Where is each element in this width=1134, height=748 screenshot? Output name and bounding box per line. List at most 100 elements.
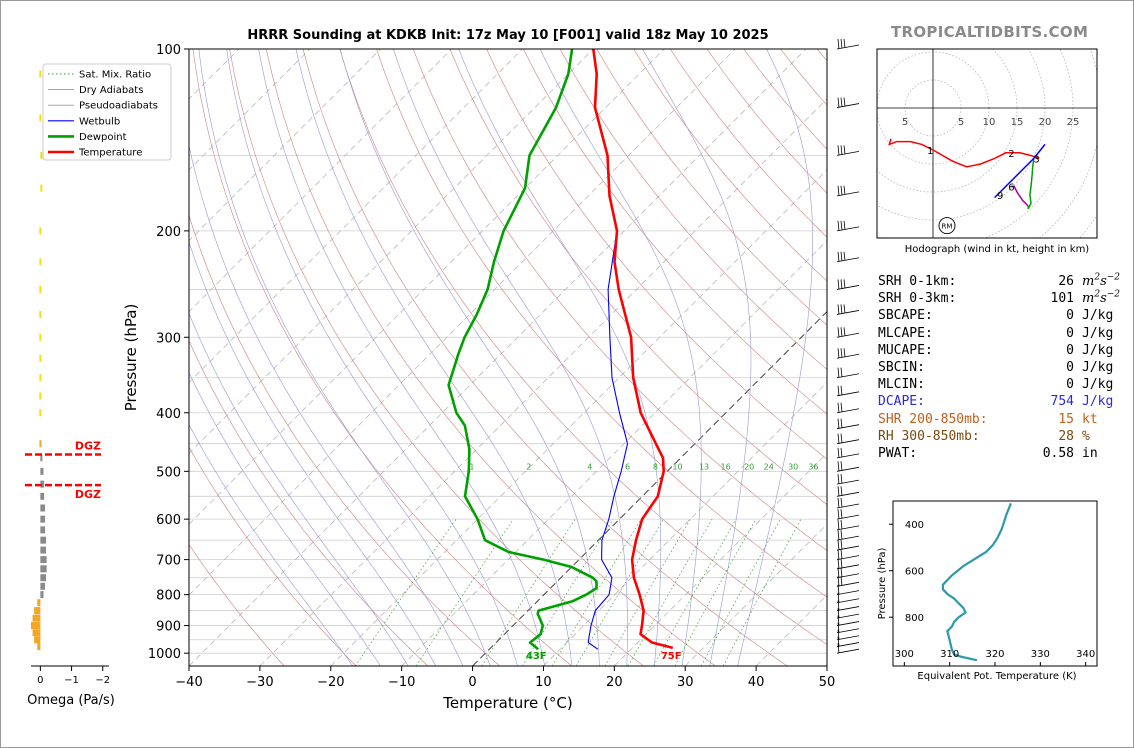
legend-entry: Wetbulb: [79, 116, 120, 127]
parameter-value: 0: [1066, 377, 1074, 393]
legend-entry: Dry Adiabats: [79, 85, 143, 96]
wind-barb: [836, 622, 860, 634]
pseudoadiabat: [189, 144, 464, 666]
pseudoadiabat: [737, 49, 813, 666]
pseudoadiabat: [189, 241, 436, 666]
isotherm-line: [614, 452, 827, 666]
wind-barb: [836, 615, 860, 626]
parameter-row: DCAPE: 754 J/kg: [878, 393, 1120, 410]
hodograph-segment: [994, 143, 1046, 199]
dry-adiabat: [266, 49, 716, 666]
mixing-ratio-line: [722, 519, 802, 666]
chart-title: HRRR Sounding at KDKB Init: 17z May 10 […: [247, 28, 769, 43]
wind-barb: [836, 592, 860, 604]
wind-barb: [836, 367, 860, 379]
dry-adiabat: [189, 446, 357, 666]
parameter-unit: J/kg: [1082, 308, 1114, 324]
parameter-unit: J/kg: [1082, 394, 1114, 410]
hodograph-height-label: 3: [1033, 154, 1039, 165]
omega-bar: [32, 614, 41, 622]
pseudoadiabat: [198, 49, 491, 666]
dry-adiabat: [376, 49, 827, 598]
mixing-ratio-line: [674, 519, 757, 666]
omega-bar: [39, 354, 42, 362]
parameter-row: PWAT: 0.58 in: [878, 445, 1120, 462]
pseudoadiabat: [539, 49, 702, 666]
dgz-label: DGZ: [75, 488, 101, 501]
isotherm-line: [189, 49, 736, 596]
temperature-line: [592, 49, 674, 650]
mixing-ratio-line: [415, 519, 514, 666]
theta-e-tick-label: 310: [940, 649, 959, 660]
omega-bar: [39, 285, 42, 293]
x-tick-label: −10: [388, 675, 415, 690]
dry-adiabat: [449, 49, 827, 505]
skewt-frame: [188, 48, 828, 667]
wind-barb: [836, 385, 860, 397]
parameter-label: RH 300-850mb:: [878, 428, 980, 444]
dewpoint-line: [447, 49, 598, 651]
theta-e-x-label: Equivalent Pot. Temperature (K): [917, 671, 1076, 682]
legend-entry: Temperature: [78, 148, 142, 159]
mixing-ratio-label: 36: [808, 462, 818, 471]
omega-bar: [40, 556, 47, 564]
theta-e-ytick-label: 400: [905, 520, 924, 531]
theta-e-tick-label: 340: [1076, 649, 1095, 660]
x-tick-label: −30: [246, 675, 273, 690]
wind-barb: [836, 145, 860, 156]
pseudoadiabat: [189, 371, 381, 666]
omega-bar: [40, 467, 44, 475]
omega-bar: [37, 643, 41, 651]
parameter-value: 101: [1050, 291, 1074, 307]
mixing-ratio-line: [481, 519, 576, 666]
omega-bar: [39, 440, 42, 448]
parameter-value: 0: [1066, 325, 1074, 341]
y-tick-label: 300: [156, 331, 181, 346]
parameter-unit: J/kg: [1082, 342, 1114, 358]
omega-tick-label: −2: [95, 675, 110, 686]
wind-barb: [836, 636, 860, 647]
x-tick-label: 10: [535, 675, 552, 690]
storm-motion-marker: [938, 217, 956, 235]
x-tick-label: 20: [606, 675, 623, 690]
x-tick-label: 40: [748, 675, 765, 690]
mixing-ratio-label: 6: [625, 462, 630, 471]
dry-adiabat: [189, 543, 285, 666]
omega-bar: [31, 622, 41, 630]
isotherm-line: [189, 49, 807, 666]
omega-bar: [39, 333, 42, 341]
wind-barb: [836, 461, 860, 472]
dry-adiabat: [229, 49, 644, 666]
hodograph-frame: [876, 48, 1098, 239]
legend-entry: Dewpoint: [79, 132, 127, 143]
parameter-label: MLCAPE:: [878, 325, 933, 341]
isotherm-line: [472, 310, 827, 666]
dry-adiabat: [596, 49, 827, 326]
wind-barb: [836, 38, 860, 50]
theta-e-tick-label: 320: [985, 649, 1004, 660]
hodograph-segment: [1011, 185, 1029, 207]
x-tick-label: −20: [317, 675, 344, 690]
dry-adiabat: [412, 49, 827, 551]
theta-e-y-label: Pressure (hPa): [877, 548, 888, 620]
wind-barb: [836, 497, 860, 509]
hodograph-ring-label: 20: [1039, 117, 1052, 128]
y-tick-label: 100: [156, 43, 181, 58]
parameter-value: 754: [1050, 394, 1074, 410]
hodograph-ring-label: 10: [983, 117, 996, 128]
mixing-ratio-label: 24: [764, 462, 774, 471]
mixing-ratio-label: 1: [469, 462, 474, 471]
x-tick-label: 30: [677, 675, 694, 690]
mixing-ratio-line: [575, 519, 664, 666]
mixing-ratio-line: [627, 519, 713, 666]
omega-bar: [40, 565, 47, 573]
dry-adiabat: [189, 214, 500, 666]
mixing-ratio-line: [522, 519, 614, 666]
mixing-ratio-line: [653, 519, 737, 666]
y-tick-label: 800: [156, 589, 181, 604]
parameter-label: PWAT:: [878, 445, 918, 461]
storm-motion-label: LM: [1012, 38, 1022, 46]
omega-bar: [40, 582, 46, 590]
omega-tick-label: 0: [37, 675, 43, 686]
wind-barb: [836, 643, 860, 654]
